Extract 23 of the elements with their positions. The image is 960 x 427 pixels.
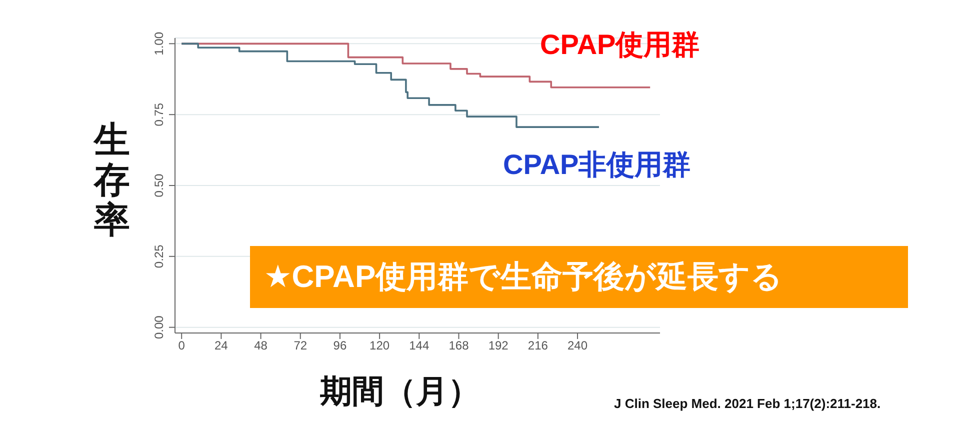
x-tick-label: 96 <box>333 338 347 353</box>
x-tick-label: 48 <box>254 338 268 353</box>
text: J Clin Sleep Med. 2021 Feb 1;17(2):211-218. <box>614 396 881 411</box>
x-tick-label: 216 <box>528 338 548 353</box>
x-axis-title: 期間（月） <box>320 372 480 411</box>
x-tick-label: 192 <box>488 338 509 353</box>
x-tick-label: 144 <box>409 338 430 353</box>
x-tick-label: 240 <box>568 338 588 353</box>
x-tick-label: 0 <box>178 338 186 353</box>
annotation: ★CPAP使用群で生命予後が延長する <box>264 258 783 296</box>
x-tick-label: 24 <box>214 338 228 353</box>
y-tick-label: 0.50 <box>152 174 166 198</box>
x-tick-label: 72 <box>294 338 308 353</box>
y-tick-label: 1.00 <box>152 32 166 56</box>
y-axis-title: 生存率 <box>92 119 131 240</box>
y-tick-label: 0.25 <box>152 244 166 268</box>
x-tick-label: 168 <box>448 338 470 353</box>
callout-box: ★CPAP使用群で生命予後が延長する <box>250 246 908 308</box>
series-label: CPAP使用群 <box>540 28 700 62</box>
y-tick-label: 0.75 <box>152 102 166 126</box>
y-tick-label: 0.00 <box>152 315 166 340</box>
x-tick-label: 120 <box>370 338 390 353</box>
series-label: CPAP非使用群 <box>503 148 691 182</box>
